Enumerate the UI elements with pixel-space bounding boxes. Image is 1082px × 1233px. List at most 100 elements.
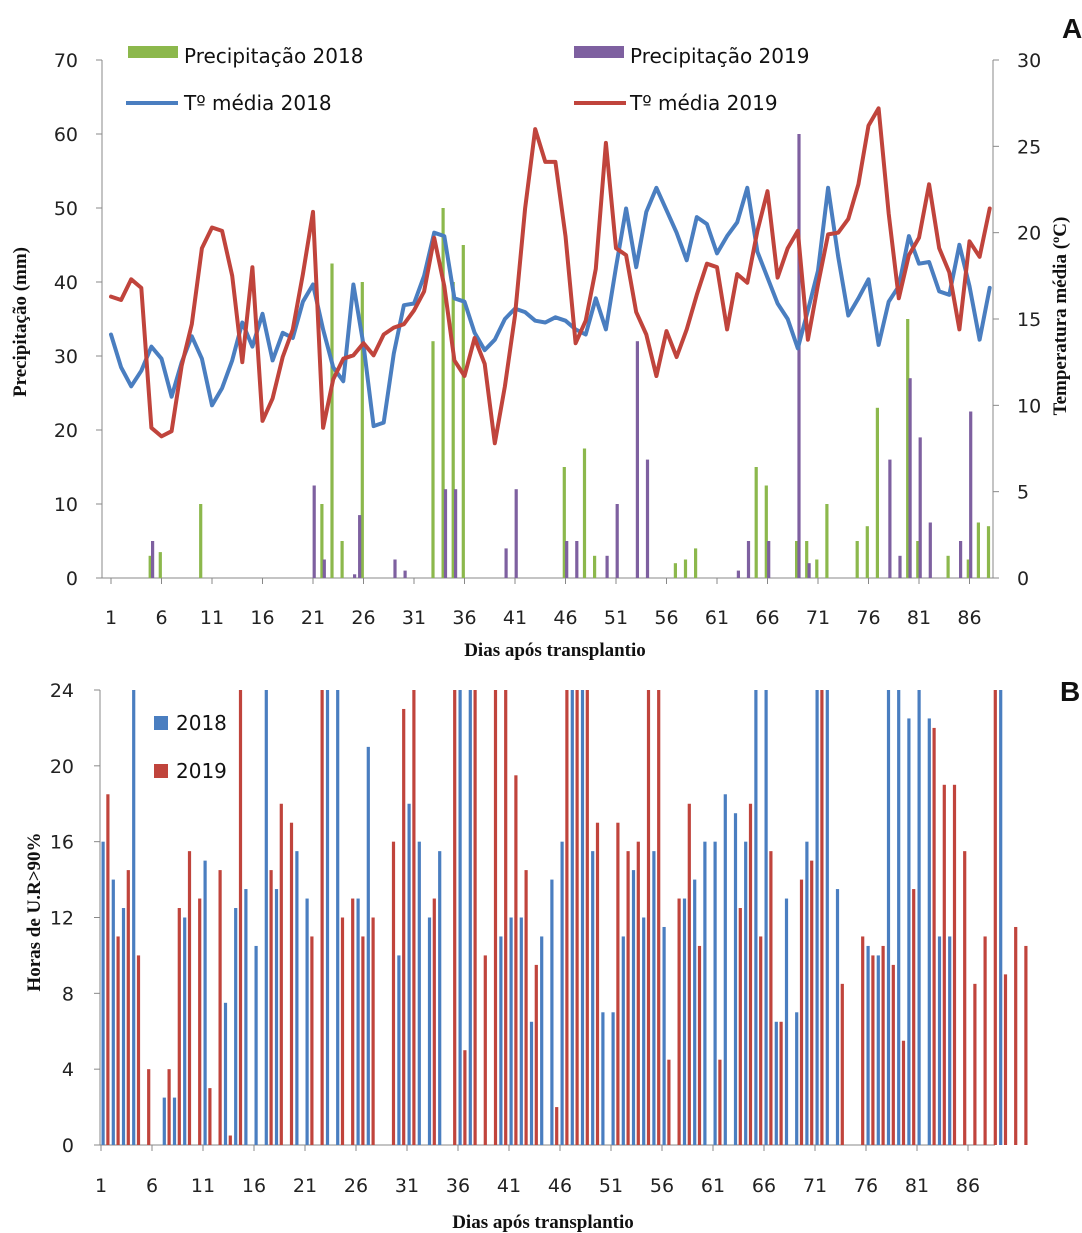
rh-bar-2019 xyxy=(525,870,528,1145)
rh-bar-2018 xyxy=(601,1012,604,1145)
rh-bar-2018 xyxy=(112,880,115,1145)
precip-bar-2018 xyxy=(330,264,333,579)
rh-bar-2018 xyxy=(183,918,186,1146)
rh-bar-2018 xyxy=(826,690,829,1145)
rh-bar-2018 xyxy=(918,690,921,1145)
rh-bar-2019 xyxy=(841,984,844,1145)
rh-bar-2019 xyxy=(871,955,874,1145)
legend-label-temp-2018: Tº média 2018 xyxy=(183,91,332,115)
y-tick-label: 40 xyxy=(54,272,78,294)
rh-bar-2019 xyxy=(188,851,191,1145)
rh-bar-2018 xyxy=(581,690,584,1145)
rh-bar-2018 xyxy=(928,718,931,1145)
precip-bar-2018 xyxy=(876,408,879,578)
precip-bar-2019 xyxy=(565,541,568,578)
y-tick-label: 4 xyxy=(62,1059,74,1081)
legend-label-2019: 2019 xyxy=(176,759,227,783)
x-tick-label: 86 xyxy=(957,607,981,629)
precip-bar-2018 xyxy=(694,548,697,578)
rh-bar-2019 xyxy=(800,880,803,1145)
rh-bar-2018 xyxy=(744,842,747,1145)
x-tick-label: 81 xyxy=(907,607,931,629)
rh-bar-2018 xyxy=(540,936,543,1145)
precip-bar-2018 xyxy=(593,556,596,578)
x-tick-label: 66 xyxy=(752,1175,776,1197)
precip-bar-2018 xyxy=(684,560,687,579)
legend-label-2018: 2018 xyxy=(176,711,227,735)
rh-bar-2019 xyxy=(270,870,273,1145)
x-tick-label: 31 xyxy=(402,607,426,629)
y2-tick-label: 30 xyxy=(1017,50,1041,72)
rh-bar-2019 xyxy=(647,690,650,1145)
precip-bar-2019 xyxy=(969,412,972,579)
precip-bar-2019 xyxy=(919,437,922,578)
x-tick-label: 56 xyxy=(650,1175,674,1197)
rh-bar-2019 xyxy=(198,899,201,1145)
precip-bar-2019 xyxy=(888,460,891,578)
rh-bar-2019 xyxy=(586,690,589,1145)
rh-bar-2018 xyxy=(612,1012,615,1145)
precip-bar-2018 xyxy=(199,504,202,578)
rh-bar-2018 xyxy=(306,899,309,1145)
rh-bar-2018 xyxy=(703,842,706,1145)
x-tick-label: 61 xyxy=(701,1175,725,1197)
rh-bar-2019 xyxy=(117,936,120,1145)
precip-bar-2018 xyxy=(755,467,758,578)
precip-bar-2019 xyxy=(767,541,770,578)
rh-bar-2018 xyxy=(591,851,594,1145)
x-tick-label: 16 xyxy=(242,1175,266,1197)
rh-bar-2018 xyxy=(622,936,625,1145)
rh-bar-2019 xyxy=(310,936,313,1145)
x-tick-label: 81 xyxy=(905,1175,929,1197)
rh-bar-2019 xyxy=(474,690,477,1145)
rh-bar-2019 xyxy=(106,794,109,1145)
rh-bar-2018 xyxy=(234,908,237,1145)
rh-bar-2019 xyxy=(861,936,864,1145)
y-tick-label: 0 xyxy=(62,1135,74,1157)
rh-bar-2018 xyxy=(520,918,523,1146)
x-tick-label: 66 xyxy=(755,607,779,629)
y2-tick-label: 5 xyxy=(1017,482,1029,504)
rh-bar-2019 xyxy=(392,842,395,1145)
precip-bar-2019 xyxy=(929,523,932,579)
y-tick-label: 60 xyxy=(54,124,78,146)
rh-bar-2018 xyxy=(255,946,258,1145)
rh-bar-2019 xyxy=(137,955,140,1145)
rh-bar-2018 xyxy=(836,889,839,1145)
precip-bar-2019 xyxy=(393,560,396,579)
x-tick-label: 71 xyxy=(806,607,830,629)
rh-bar-2018 xyxy=(204,861,207,1145)
rh-bar-2019 xyxy=(463,1050,466,1145)
rh-bar-2018 xyxy=(867,946,870,1145)
precip-bar-2018 xyxy=(815,560,818,579)
x-tick-label: 26 xyxy=(344,1175,368,1197)
rh-bar-2018 xyxy=(397,955,400,1145)
rh-bar-2018 xyxy=(714,842,717,1145)
rh-bar-2018 xyxy=(408,804,411,1145)
rh-bar-2018 xyxy=(948,936,951,1145)
rh-bar-2019 xyxy=(943,785,946,1145)
rh-bar-2019 xyxy=(341,918,344,1146)
rh-bar-2018 xyxy=(265,690,268,1145)
x-tick-label: 21 xyxy=(293,1175,317,1197)
precip-bar-2019 xyxy=(323,560,326,579)
y-tick-label: 20 xyxy=(54,420,78,442)
precip-bar-2018 xyxy=(987,526,990,578)
rh-bar-2018 xyxy=(663,927,666,1145)
precip-bar-2019 xyxy=(505,548,508,578)
x-tick-label: 6 xyxy=(155,607,167,629)
x-tick-label: 41 xyxy=(503,607,527,629)
y-axis-title: Precipitação (mm) xyxy=(10,247,31,397)
legend-label-precip-2018: Precipitação 2018 xyxy=(184,44,363,68)
x-tick-label: 56 xyxy=(654,607,678,629)
rh-bar-2019 xyxy=(555,1107,558,1145)
precip-bar-2018 xyxy=(341,541,344,578)
precip-bar-2019 xyxy=(808,563,811,578)
rh-bar-2018 xyxy=(938,936,941,1145)
panel-label: B xyxy=(1060,676,1080,707)
rh-bar-2019 xyxy=(372,918,375,1146)
x-tick-label: 71 xyxy=(803,1175,827,1197)
rh-bar-2019 xyxy=(1014,927,1017,1145)
temp-line-2019 xyxy=(111,108,990,443)
rh-bar-2019 xyxy=(576,690,579,1145)
